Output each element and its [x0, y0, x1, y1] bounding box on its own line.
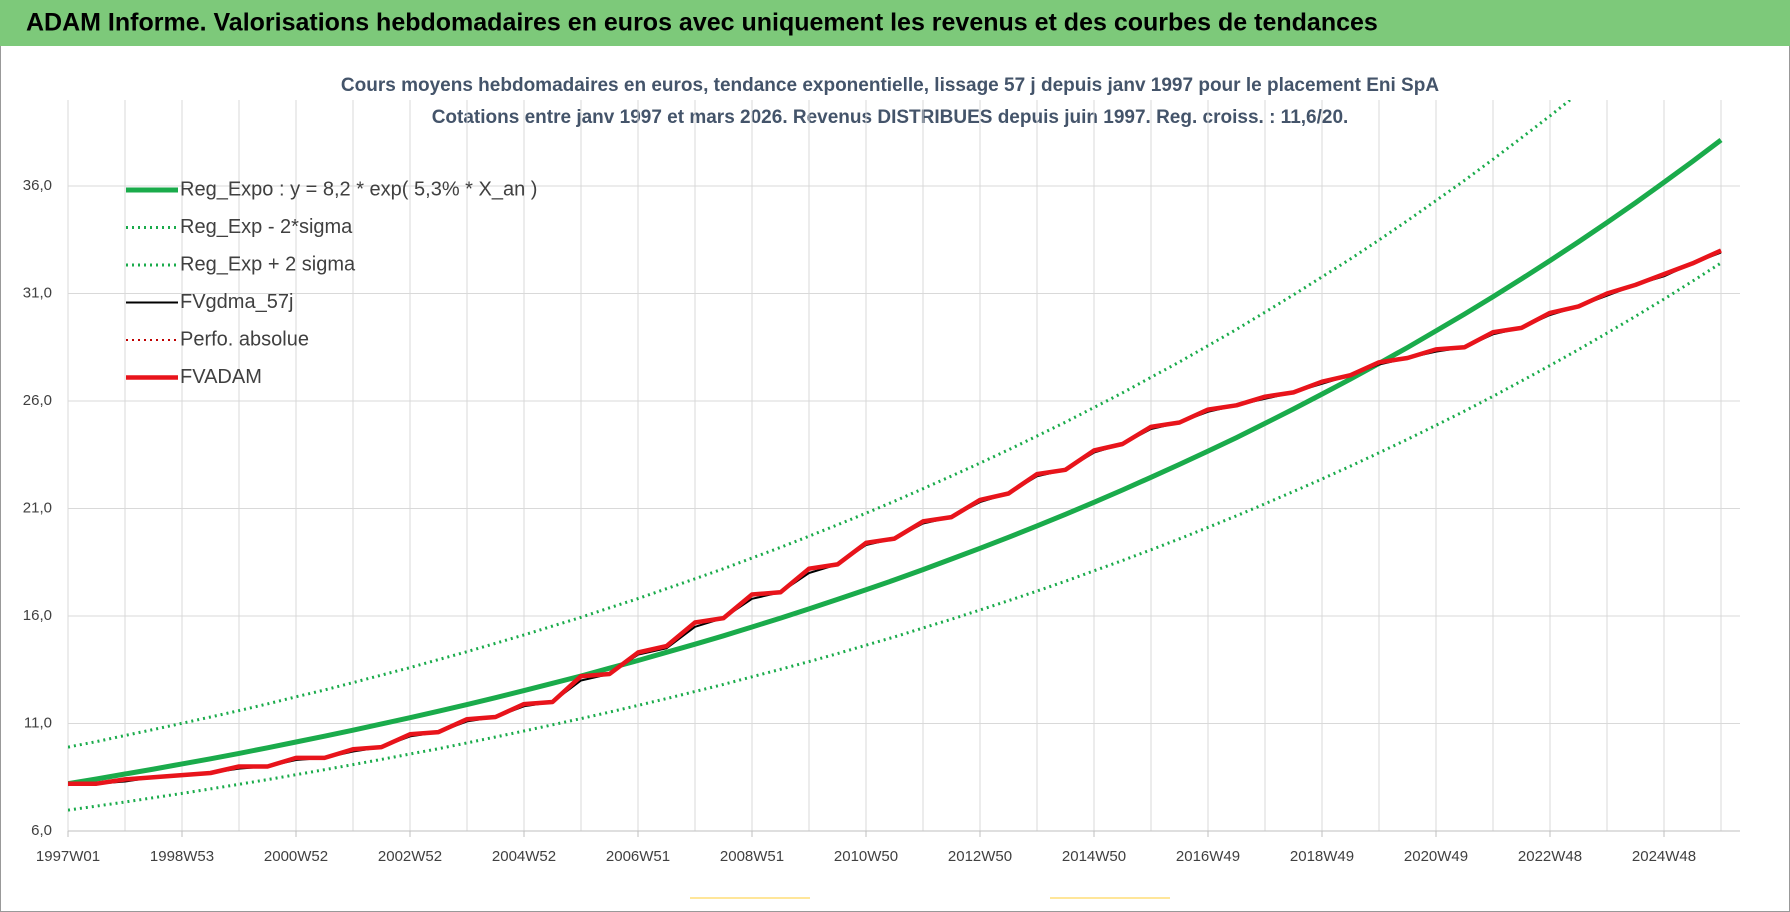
x-tick-label: 2024W48 [1632, 848, 1696, 865]
x-tick-label: 2006W51 [606, 848, 670, 865]
x-tick-label: 2000W52 [264, 848, 328, 865]
x-tick-label: 2018W49 [1290, 848, 1354, 865]
y-tick-label: 31,0 [23, 284, 52, 301]
x-tick-label: 2016W49 [1176, 848, 1240, 865]
series-line [68, 100, 1573, 749]
series-line [68, 248, 1722, 786]
legend-label: Perfo. absolue [180, 328, 309, 350]
y-tick-label: 11,0 [24, 714, 52, 731]
header-bar [0, 0, 1790, 46]
x-tick-label: 2022W48 [1518, 848, 1582, 865]
series-line [68, 138, 1723, 787]
x-tick-label: 2010W50 [834, 848, 898, 865]
legend-label: FVADAM [180, 366, 262, 388]
x-tick-label: 2012W50 [948, 848, 1012, 865]
chart-subtitle: Cotations entre janv 1997 et mars 2026. … [432, 107, 1349, 128]
header-title: ADAM Informe. Valorisations hebdomadaire… [26, 9, 1378, 37]
x-tick-label: 2004W52 [492, 848, 556, 865]
x-tick-label: 1997W01 [36, 848, 100, 865]
y-tick-label: 21,0 [23, 499, 52, 516]
legend-label: FVgdma_57j [180, 291, 293, 313]
x-tick-label: 2008W51 [720, 848, 784, 865]
x-tick-label: 2020W49 [1404, 848, 1468, 865]
y-tick-label: 6,0 [31, 822, 52, 839]
x-tick-label: 2002W52 [378, 848, 442, 865]
legend-label: Reg_Exp + 2 sigma [180, 253, 356, 275]
grid: 6,0 11,0 16,0 21,0 26,0 31,0 36,0 1997W01 1998W5… [23, 100, 1740, 865]
y-tick-label: 36,0 [23, 177, 52, 194]
legend-label: Reg_Expo : y = 8,2 * exp( 5,3% * X_an ) [180, 178, 537, 200]
y-tick-label: 26,0 [23, 392, 52, 409]
x-tick-label: 2014W50 [1062, 848, 1126, 865]
plot-lines [68, 100, 1723, 812]
x-tick-label: 1998W53 [150, 848, 214, 865]
legend-label: Reg_Exp - 2*sigma [180, 216, 353, 238]
legend: Reg_Expo : y = 8,2 * exp( 5,3% * X_an ) R… [126, 178, 537, 388]
chart-title: Cours moyens hebdomadaires en euros, ten… [341, 75, 1439, 96]
y-tick-label: 16,0 [23, 607, 52, 624]
